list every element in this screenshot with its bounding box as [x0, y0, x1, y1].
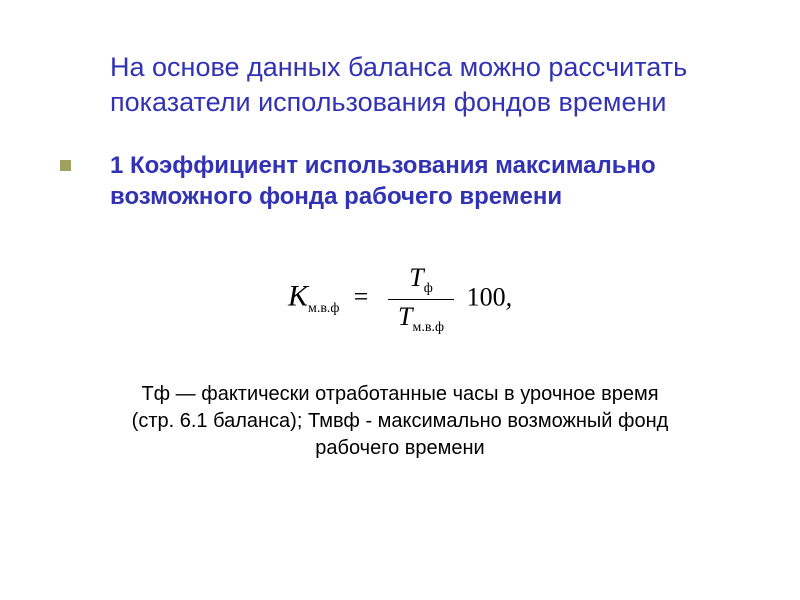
subtitle: 1 Коэффициент использования максимально …: [110, 150, 656, 212]
caption-line-2: (стр. 6.1 баланса); Тмвф - максимально в…: [60, 408, 740, 435]
formula-num-var: T: [409, 263, 423, 292]
formula-block: Kм.в.ф = Tф Tм.в.ф 100,: [60, 263, 740, 336]
caption: Тф — фактически отработанные часы в уроч…: [60, 381, 740, 462]
formula-fraction: Tф Tм.в.ф: [388, 263, 454, 336]
formula-den-var: T: [398, 302, 412, 331]
formula-factor: 100: [467, 282, 506, 311]
formula-numerator: Tф: [388, 263, 454, 300]
formula: Kм.в.ф = Tф Tм.в.ф 100,: [288, 263, 512, 336]
title-line-1: На основе данных баланса можно рассчитат…: [110, 50, 740, 85]
formula-denominator: Tм.в.ф: [388, 300, 454, 336]
formula-den-sub: м.в.ф: [413, 320, 445, 335]
caption-line-1: Тф — фактически отработанные часы в уроч…: [60, 381, 740, 408]
bullet-icon: [60, 160, 71, 171]
formula-num-sub: ф: [424, 281, 433, 296]
formula-equals: =: [352, 282, 370, 311]
caption-line-3: рабочего времени: [60, 435, 740, 462]
formula-lhs-var: K: [288, 279, 308, 312]
formula-trail: ,: [506, 282, 513, 311]
formula-lhs-sub: м.в.ф: [308, 300, 340, 315]
title-line-2: показатели использования фондов времени: [110, 85, 740, 120]
slide: На основе данных баланса можно рассчитат…: [0, 0, 800, 600]
subtitle-line-2: возможного фонда рабочего времени: [110, 181, 656, 212]
subtitle-line-1: 1 Коэффициент использования максимально: [110, 150, 656, 181]
slide-title: На основе данных баланса можно рассчитат…: [110, 50, 740, 120]
subtitle-row: 1 Коэффициент использования максимально …: [60, 150, 740, 212]
